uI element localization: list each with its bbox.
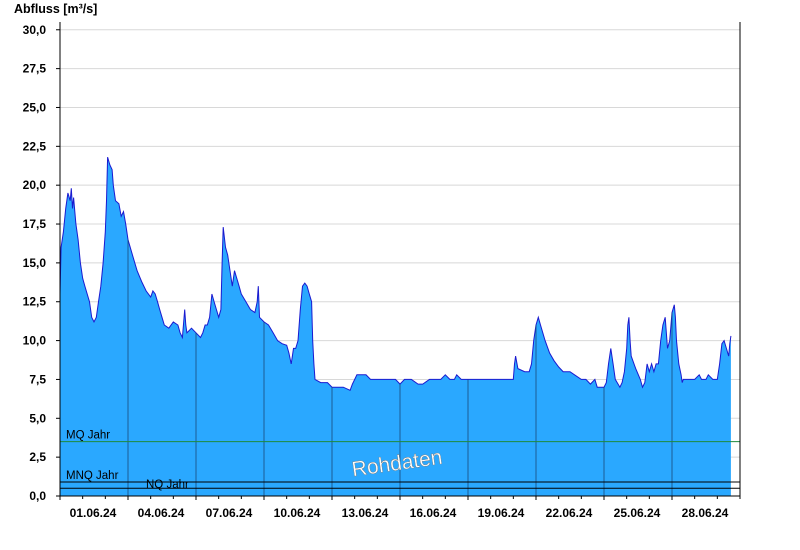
reference-line-label: NQ Jahr — [146, 479, 189, 491]
x-tick-label: 01.06.24 — [70, 506, 117, 520]
reference-lines: MQ Jahr MNQ Jahr NQ Jahr — [60, 430, 740, 491]
y-tick-label: 7,5 — [29, 372, 46, 386]
y-tick-label: 27,5 — [23, 62, 47, 76]
x-tick-label: 07.06.24 — [206, 506, 253, 520]
x-tick-label: 22.06.24 — [546, 506, 593, 520]
x-tick-label: 13.06.24 — [342, 506, 389, 520]
y-tick-label: 0,0 — [29, 489, 46, 503]
reference-line-label: MQ Jahr — [66, 430, 110, 442]
y-tick-label: 12,5 — [23, 295, 47, 309]
x-tick-label: 19.06.24 — [478, 506, 525, 520]
reference-line-label: MNQ Jahr — [66, 470, 119, 482]
y-tick-label: 2,5 — [29, 450, 46, 464]
x-tick-label: 28.06.24 — [682, 506, 729, 520]
y-tick-label: 17,5 — [23, 217, 47, 231]
y-tick-label: 10,0 — [23, 334, 47, 348]
y-axis-label: Abfluss [m³/s] — [14, 2, 97, 16]
y-tick-label: 15,0 — [23, 256, 47, 270]
x-tick-label: 10.06.24 — [274, 506, 321, 520]
y-tick-label: 5,0 — [29, 411, 46, 425]
discharge-area — [60, 157, 731, 496]
y-tick-label: 22,5 — [23, 139, 47, 153]
x-tick-label: 25.06.24 — [614, 506, 661, 520]
y-tick-label: 25,0 — [23, 100, 47, 114]
y-tick-label: 30,0 — [23, 23, 47, 37]
x-tick-label: 16.06.24 — [410, 506, 457, 520]
x-tick-label: 04.06.24 — [138, 506, 185, 520]
discharge-line — [59, 157, 732, 391]
y-axis-ticks: 0,0 2,5 5,0 7,5 10,0 12,5 15,0 17,5 20,0 22,5 25,0… — [23, 23, 60, 503]
y-tick-label: 20,0 — [23, 178, 47, 192]
x-axis-ticks: 01.06.24 04.06.24 07.06.24 10.06.24 13.06.24… — [59, 496, 741, 520]
